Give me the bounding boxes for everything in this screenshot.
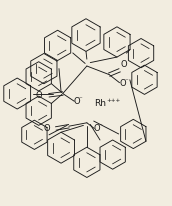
Text: O: O (35, 91, 42, 100)
Text: ⁻: ⁻ (98, 124, 102, 130)
Text: O: O (120, 60, 127, 69)
Text: O: O (74, 97, 81, 106)
Text: Rh: Rh (94, 99, 106, 108)
Text: ⁻: ⁻ (79, 96, 82, 102)
Text: O: O (94, 124, 100, 133)
Text: +++: +++ (107, 98, 121, 103)
Text: O: O (120, 79, 126, 88)
Text: O: O (43, 124, 50, 133)
Text: ⁻: ⁻ (124, 78, 128, 84)
